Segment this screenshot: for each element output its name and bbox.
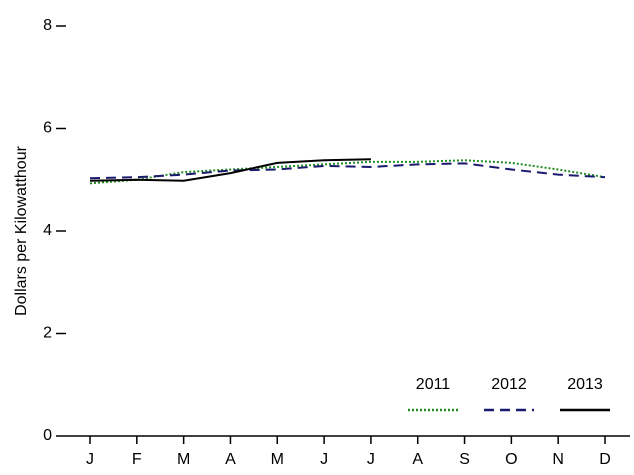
y-tick-label: 2 (43, 325, 52, 342)
x-tick-label: O (505, 451, 517, 468)
x-tick-label: D (599, 451, 611, 468)
y-axis-label: Dollars per Kilowatthour (13, 145, 30, 316)
x-tick-label: J (86, 451, 94, 468)
legend-label: 2013 (567, 376, 603, 393)
y-tick-label: 6 (43, 120, 52, 137)
x-tick-label: J (367, 451, 375, 468)
y-tick-label: 0 (43, 427, 52, 444)
y-tick-label: 4 (43, 222, 52, 239)
x-tick-label: A (412, 451, 423, 468)
x-tick-label: J (320, 451, 328, 468)
line-series (89, 162, 606, 180)
x-tick-label: S (459, 451, 470, 468)
x-tick-label: A (225, 451, 236, 468)
y-tick-label: 8 (43, 17, 52, 34)
line-series (89, 158, 371, 182)
x-tick-label: F (132, 451, 142, 468)
legend-label: 2011 (416, 376, 451, 393)
x-tick-label: N (552, 451, 564, 468)
x-tick-label: M (177, 451, 190, 468)
x-tick-label: M (271, 451, 284, 468)
legend-label: 2012 (491, 376, 527, 393)
